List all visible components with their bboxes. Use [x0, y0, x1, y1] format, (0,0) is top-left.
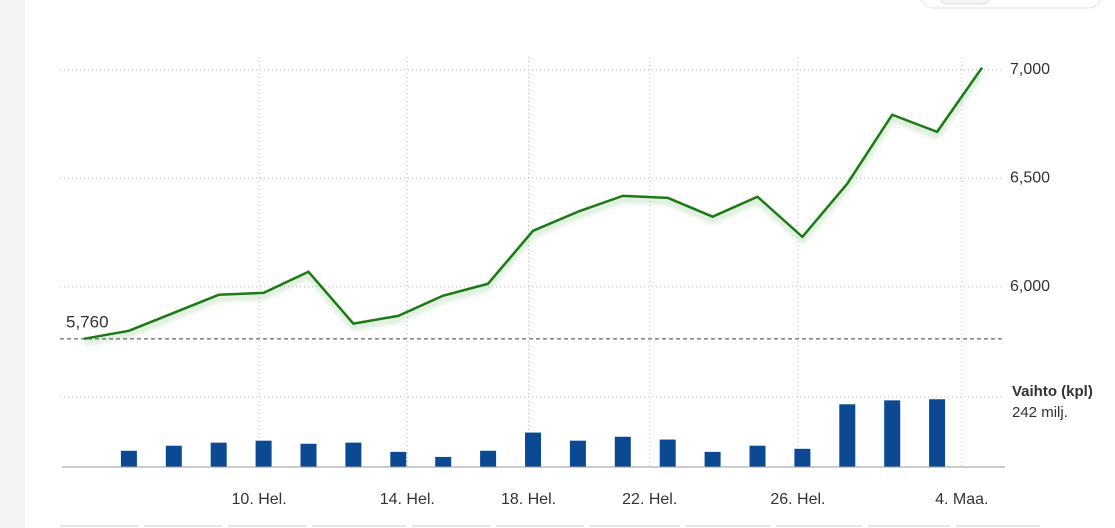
volume-bar	[525, 432, 541, 467]
volume-bar	[480, 450, 497, 467]
volume-bar	[614, 436, 631, 467]
x-tick-label: 4. Maa.	[935, 491, 988, 508]
volume-bar	[300, 443, 317, 467]
x-tick-label: 18. Hel.	[501, 491, 556, 508]
volume-title: Vaihto (kpl)	[1012, 383, 1093, 400]
side-strip	[0, 0, 25, 528]
x-tick-label: 22. Hel.	[622, 491, 677, 508]
volume-bar	[390, 451, 407, 467]
reference-label: 5,760	[66, 312, 109, 331]
volume-bar	[749, 445, 766, 467]
volume-bar	[435, 456, 452, 467]
volume-bar	[794, 448, 811, 467]
x-tick-label: 10. Hel.	[232, 491, 287, 508]
volume-bar	[210, 442, 227, 467]
toggle-button[interactable]	[940, 0, 990, 5]
volume-bar	[704, 451, 721, 467]
volume-bar	[929, 399, 946, 467]
volume-value: 242 milj.	[1012, 404, 1068, 421]
y-tick-label: 6,000	[1010, 278, 1050, 295]
volume-bar	[165, 445, 182, 467]
y-tick-label: 6,500	[1010, 170, 1050, 187]
volume-bar	[345, 442, 362, 467]
volume-bar	[569, 440, 586, 467]
volume-bar	[659, 439, 676, 467]
x-tick-label: 14. Hel.	[380, 491, 435, 508]
volume-bar	[839, 404, 856, 467]
y-tick-label: 7,000	[1010, 61, 1050, 78]
x-tick-label: 26. Hel.	[770, 491, 825, 508]
volume-bar	[884, 400, 901, 467]
price-line	[83, 66, 984, 341]
volume-bar	[255, 440, 272, 467]
volume-bar	[120, 450, 137, 467]
